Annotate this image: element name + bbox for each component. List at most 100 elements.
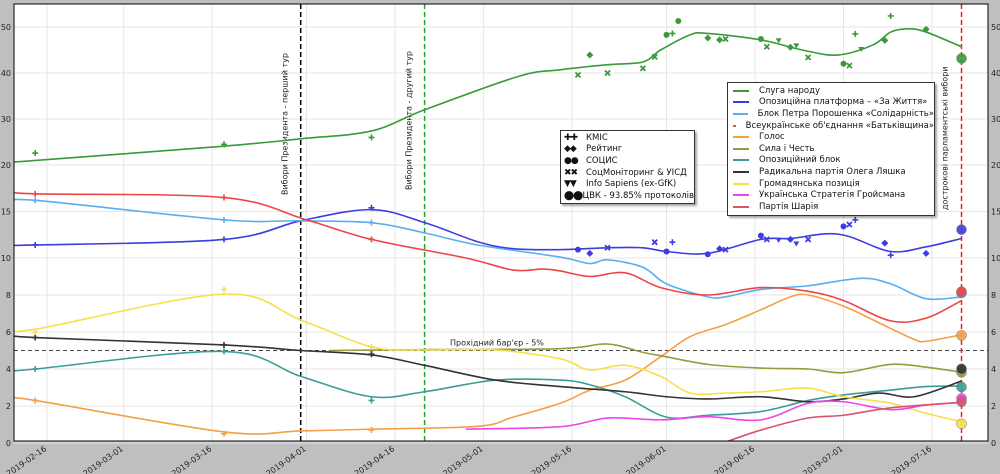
legend-label: Українська Стратегія Гройсмана — [759, 190, 906, 201]
poll-marker-plus — [368, 204, 375, 211]
pollster-label: ЦВК - 93.85% протоколів — [582, 190, 695, 201]
poll-marker-x — [651, 239, 658, 246]
y-tick-label-left: 0 — [6, 439, 11, 448]
pollster-label: СОЦИС — [586, 155, 618, 166]
poll-marker-plus — [32, 197, 39, 204]
legend-item: Всеукраїнське об'єднання «Батьківщина» — [728, 120, 934, 132]
triangle-marker-icon: ▼▼ — [564, 179, 577, 190]
poll-marker-x — [763, 236, 770, 243]
poll-marker-diamond — [881, 239, 889, 247]
poll-marker-circle — [663, 248, 670, 255]
cvk-result-marker — [956, 330, 967, 341]
y-tick-label-left: 6 — [6, 328, 11, 337]
poll-marker-plus — [221, 341, 227, 348]
cvk-result-marker — [956, 418, 967, 430]
poll-marker-plus — [221, 286, 227, 293]
poll-marker-x — [722, 246, 729, 253]
poll-marker-diamond — [786, 43, 794, 51]
poll-marker-triangle — [793, 43, 800, 49]
poll-marker-plus — [368, 427, 375, 434]
circle-marker-icon: ●● — [564, 155, 579, 166]
series-group — [14, 12, 967, 441]
poll-marker-plus — [32, 397, 39, 404]
poll-marker-x — [846, 62, 853, 69]
series-line-10 — [465, 400, 962, 430]
series-line-4 — [14, 191, 962, 324]
poll-marker-triangle — [775, 237, 782, 243]
cvk-result-marker — [956, 224, 967, 235]
poll-marker-x — [574, 71, 582, 78]
pollster-legend-item: ✖✖ СоцМоніторинг & УІСД — [561, 167, 694, 179]
legend-swatch — [733, 159, 749, 162]
series-line-11 — [726, 401, 962, 441]
legend-label: Голос — [759, 132, 785, 143]
series-line-6 — [330, 343, 962, 374]
x-tick-label: 2019-06-16 — [713, 444, 756, 474]
legend-swatch — [733, 147, 749, 150]
poll-marker-plus — [887, 12, 894, 19]
legend-swatch — [733, 89, 749, 92]
legend-label: Всеукраїнське об'єднання «Батьківщина» — [745, 120, 934, 131]
poll-marker-circle — [840, 223, 847, 230]
y-tick-label-right: 30 — [991, 115, 1000, 124]
poll-marker-x — [604, 69, 611, 77]
big-circle-marker-icon: ⬤⬤ — [564, 190, 583, 201]
poll-marker-x — [804, 54, 812, 61]
y-tick-label-right: 6 — [991, 328, 996, 337]
y-tick-label-right: 20 — [991, 161, 1000, 170]
poll-marker-plus — [221, 348, 227, 355]
x-tick-label: 2019-03-16 — [170, 444, 213, 474]
poll-marker-plus — [32, 150, 39, 157]
poll-marker-circle — [675, 18, 682, 25]
poll-marker-circle — [757, 232, 764, 239]
legend-label: Слуга народу — [759, 85, 821, 96]
plot-frame — [13, 3, 989, 442]
y-tick-label-right: 0 — [991, 439, 996, 448]
poll-marker-diamond — [586, 249, 594, 257]
event-label: дострокові парламентські вибори — [941, 67, 950, 210]
pollster-label: Рейтинг — [586, 144, 623, 155]
cvk-result-marker — [956, 396, 967, 407]
series-line-7 — [14, 350, 962, 420]
legend-item: Голос — [728, 131, 934, 143]
y-tick-label-left: 4 — [6, 365, 11, 374]
y-tick-label-right: 10 — [991, 254, 1000, 263]
legend-label: Партія Шарія — [759, 201, 819, 212]
x-marker-icon: ✖✖ — [564, 167, 578, 178]
poll-marker-x — [604, 244, 611, 251]
poll-marker-triangle — [858, 47, 865, 53]
poll-marker-plus — [32, 366, 39, 372]
pollster-legend: ✚✚ КМІС ◆◆ Рейтинг ●● СОЦИС ✖✖ СоцМоніторинг & … — [560, 130, 695, 204]
poll-marker-triangle — [775, 38, 782, 44]
legend-swatch — [733, 124, 736, 127]
poll-marker-circle — [575, 246, 581, 253]
series-line-8 — [14, 335, 962, 403]
x-tick-label: 2019-04-16 — [353, 444, 396, 474]
threshold-label: Прохідний бар'єр - 5% — [450, 339, 544, 348]
plot-area — [14, 4, 988, 441]
legend-swatch — [733, 194, 749, 197]
pollster-label: СоцМоніторинг & УІСД — [586, 167, 687, 178]
poll-marker-plus — [221, 194, 227, 201]
x-tick-label: 2019-04-01 — [264, 444, 307, 474]
y-tick-label-right: 50 — [991, 23, 1000, 32]
pollster-legend-item: ✚✚ КМІС — [561, 132, 694, 144]
poll-marker-plus — [368, 134, 375, 141]
legend-item: Сила і Честь — [728, 143, 934, 155]
poll-marker-diamond — [922, 249, 930, 257]
legend-item: Українська Стратегія Гройсмана — [728, 189, 934, 201]
poll-marker-plus — [368, 397, 375, 404]
cvk-result-marker — [956, 53, 967, 64]
legend-swatch — [733, 205, 749, 208]
legend-swatch — [733, 101, 749, 104]
legend-swatch — [733, 112, 748, 115]
diamond-marker-icon: ◆◆ — [564, 144, 577, 155]
cvk-result-marker — [956, 363, 967, 375]
poll-marker-circle — [757, 35, 764, 42]
poll-marker-plus — [368, 219, 375, 226]
series-line-1 — [14, 28, 962, 163]
y-tick-label-left: 20 — [1, 161, 11, 170]
poll-marker-diamond — [881, 36, 889, 44]
legend-label: Сила і Честь — [759, 143, 815, 154]
poll-marker-plus — [669, 239, 676, 246]
